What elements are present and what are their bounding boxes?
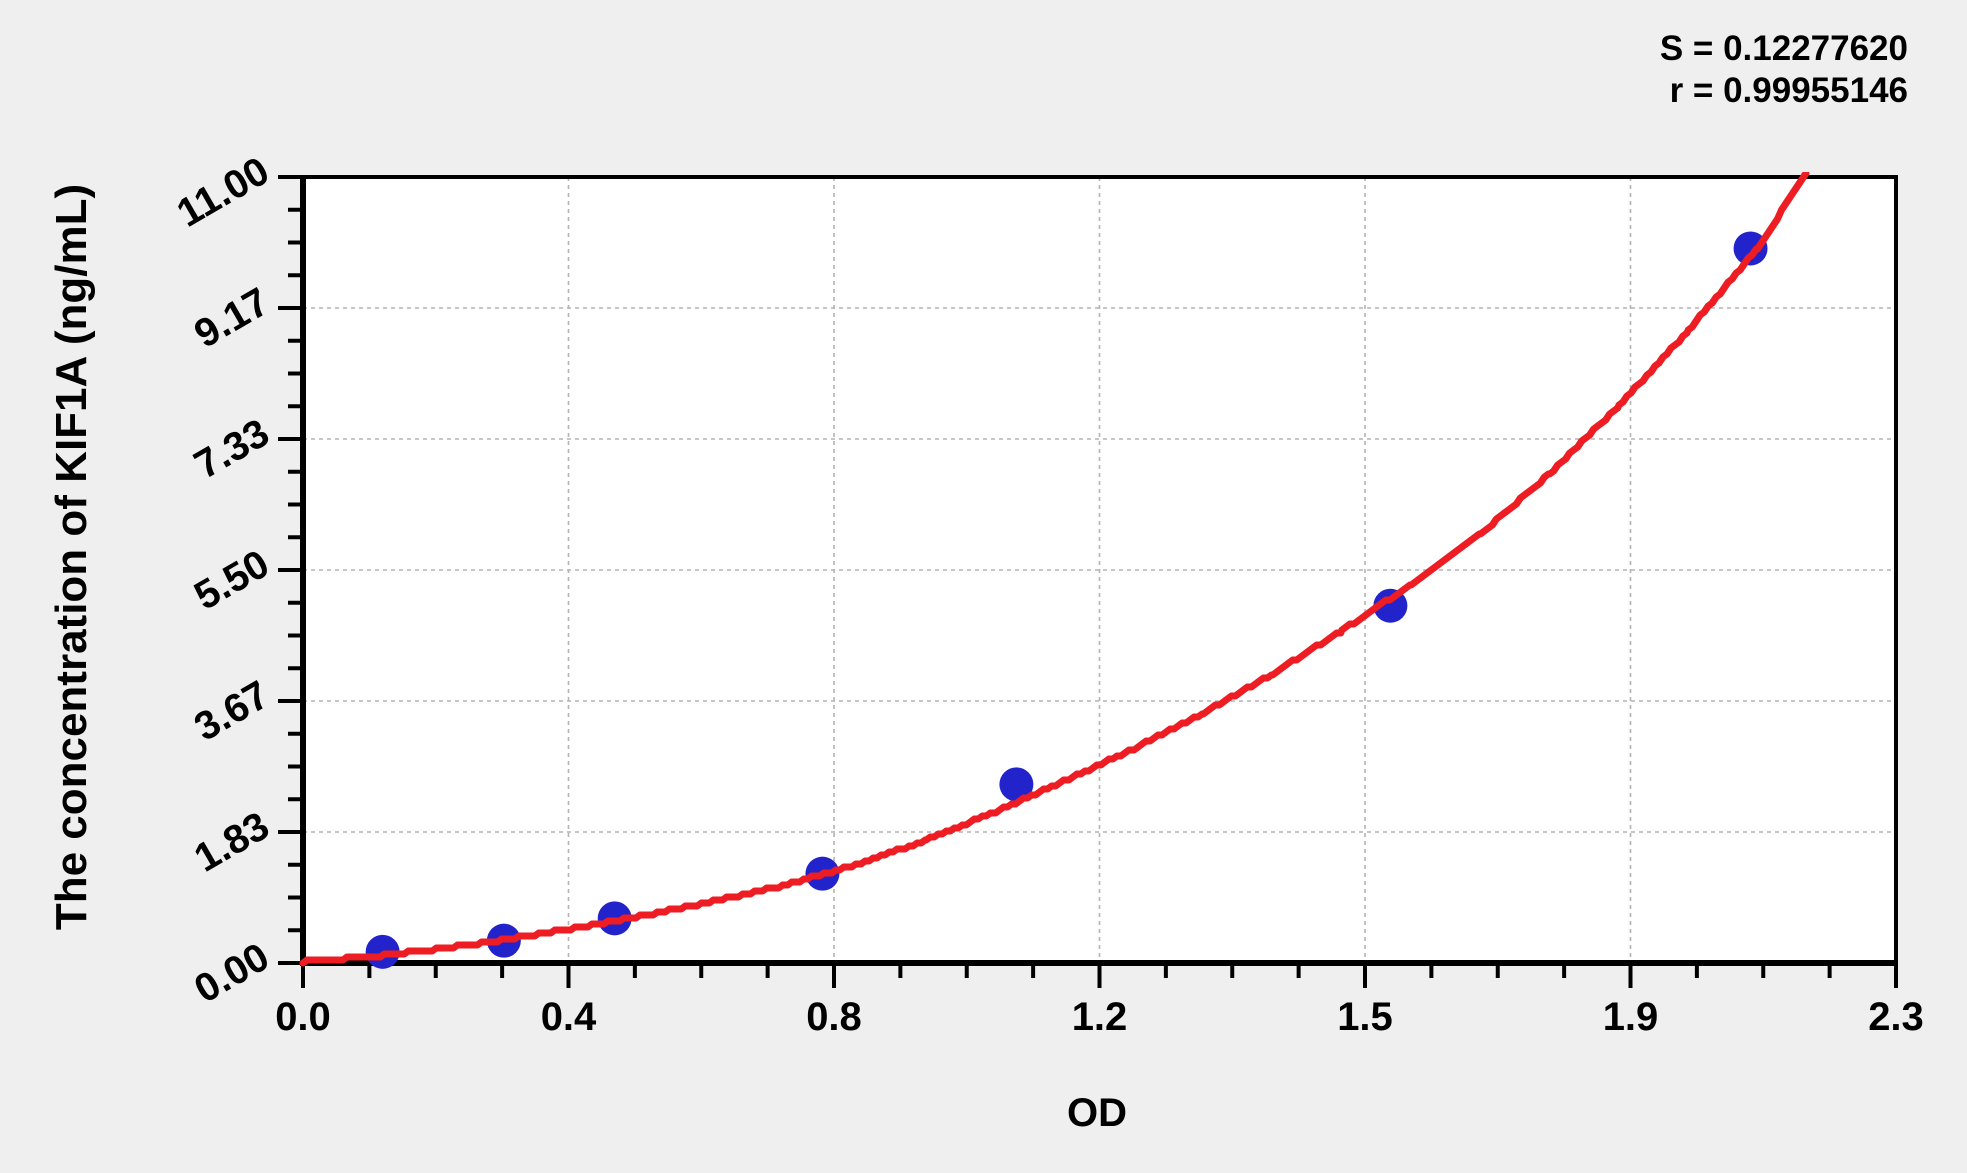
x-axis-title: OD	[1067, 1091, 1127, 1135]
y-tick-label: 9.17	[187, 280, 276, 357]
y-tick-label: 1.83	[187, 804, 276, 881]
y-tick-label: 0.00	[187, 935, 276, 1012]
fit-statistics: S = 0.12277620 r = 0.99955146	[1660, 28, 1908, 112]
y-tick-label: 11.00	[170, 149, 277, 236]
x-tick-label: 0.0	[275, 995, 331, 1039]
y-tick-label: 5.50	[187, 542, 276, 619]
x-tick-label: 2.3	[1868, 995, 1924, 1039]
x-tick-label: 1.5	[1337, 995, 1393, 1039]
s-value-text: S = 0.12277620	[1659, 29, 1908, 68]
r-value-text: r = 0.99955146	[1669, 71, 1908, 110]
data-point	[1733, 231, 1768, 266]
y-tick-label: 3.67	[187, 673, 276, 750]
y-axis-title: The concentration of KIF1A (ng/mL)	[47, 183, 96, 931]
data-point	[999, 767, 1034, 802]
x-tick-label: 0.4	[541, 995, 597, 1039]
y-tick-label: 7.33	[187, 411, 276, 488]
x-tick-label: 1.9	[1603, 995, 1659, 1039]
x-tick-label: 1.2	[1072, 995, 1128, 1039]
fit-curve	[299, 172, 1810, 967]
x-tick-label: 0.8	[806, 995, 862, 1039]
